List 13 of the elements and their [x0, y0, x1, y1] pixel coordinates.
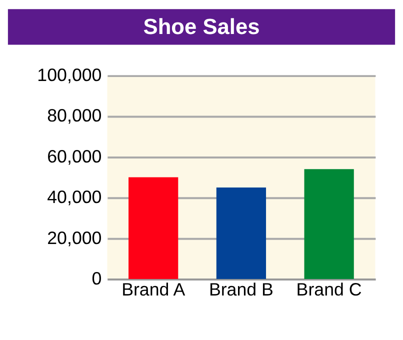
y-tick-label: 80,000	[47, 106, 102, 126]
y-tick-label: 20,000	[47, 228, 102, 248]
chart-title: Shoe Sales	[143, 14, 260, 39]
x-tick-label: Brand C	[296, 279, 362, 300]
y-tick-label: 0	[92, 268, 102, 289]
y-tick-label: 40,000	[47, 187, 102, 208]
bar	[216, 187, 266, 280]
bar	[304, 169, 354, 280]
y-tick-label: 100,000	[37, 65, 102, 86]
y-tick-label: 60,000	[47, 146, 102, 166]
bar	[128, 177, 178, 280]
x-tick-label: Brand B	[208, 279, 274, 300]
x-tick-label: Brand A	[122, 279, 186, 300]
